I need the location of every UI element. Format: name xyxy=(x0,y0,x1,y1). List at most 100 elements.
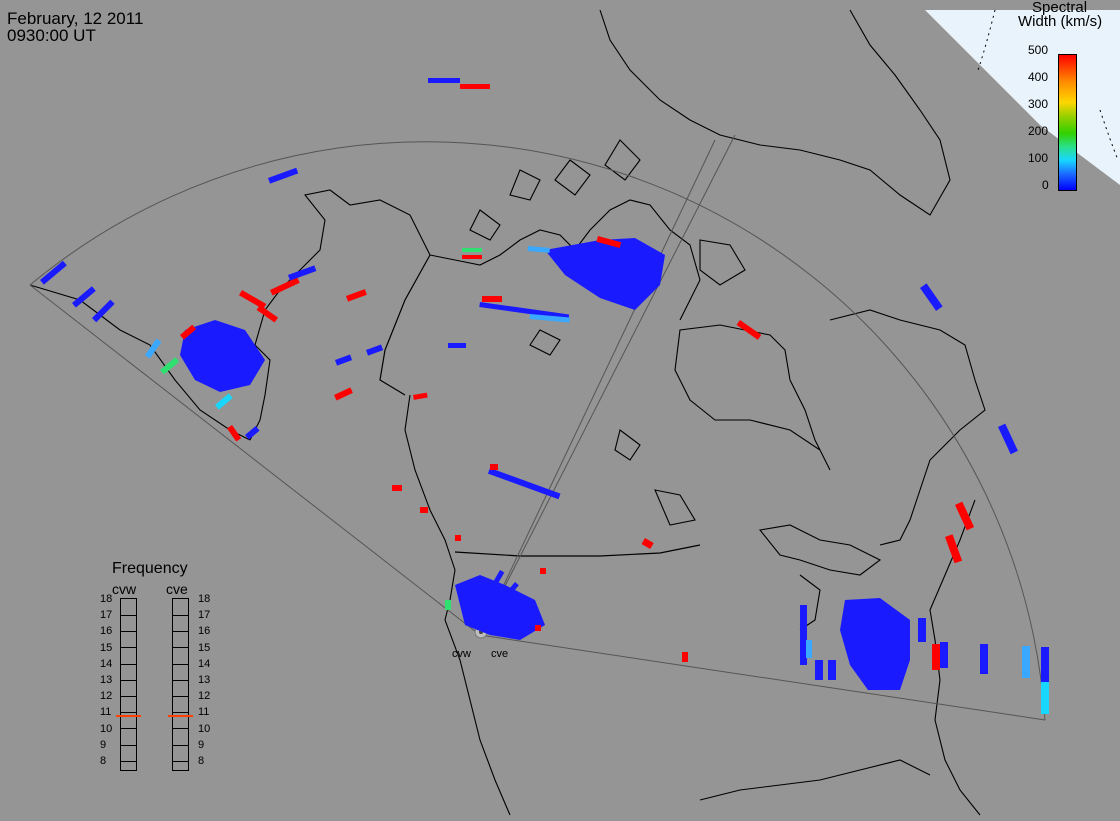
echo-cell xyxy=(815,660,823,680)
frequency-tick: 12 xyxy=(198,690,211,703)
hudson-bay xyxy=(674,324,831,471)
frequency-tick: 9 xyxy=(100,738,107,751)
echo-cell xyxy=(596,236,622,249)
scatter-echoes xyxy=(39,78,1049,714)
fields-of-view xyxy=(29,134,1046,721)
frequency-cell xyxy=(121,729,136,746)
frequency-tick: 9 xyxy=(198,738,205,751)
alaska-canada-border xyxy=(379,254,431,396)
boundaries xyxy=(379,254,701,557)
latitude-circle xyxy=(977,9,996,71)
colorbar-tick: 100 xyxy=(1028,151,1049,165)
echo-cell xyxy=(945,534,963,564)
echo-cell xyxy=(641,537,654,550)
frequency-cell xyxy=(121,745,136,762)
frequency-cell xyxy=(121,599,136,616)
frequency-tick: 13 xyxy=(198,674,211,686)
frequency-cell xyxy=(173,696,188,714)
latitude-circle xyxy=(1099,109,1119,161)
frequency-cell xyxy=(121,664,136,681)
echo-cell xyxy=(980,644,988,674)
echo-cell xyxy=(39,260,67,285)
frequency-cell xyxy=(173,631,188,649)
echo-cell xyxy=(334,387,353,401)
echo-cell xyxy=(392,485,402,491)
echo-cell xyxy=(682,652,688,662)
echo-cell xyxy=(92,299,115,323)
echo-cell xyxy=(245,426,260,440)
echo-cell xyxy=(180,324,197,340)
frequency-cell xyxy=(121,680,136,697)
echo-cell xyxy=(920,283,943,311)
echo-cell xyxy=(345,289,367,302)
frequency-tick: 10 xyxy=(198,722,211,735)
echo-cell xyxy=(445,600,451,610)
frequency-cell xyxy=(121,648,136,665)
frequency-cell xyxy=(173,615,188,633)
echo-cell xyxy=(420,507,428,513)
echo-cell xyxy=(428,78,460,83)
labrador-coast xyxy=(829,309,986,546)
echo-cell xyxy=(145,338,162,359)
echo-cell xyxy=(493,570,505,585)
echo-cell xyxy=(1022,646,1030,678)
title-time: 0930:00 UT xyxy=(7,26,96,45)
echo-cell xyxy=(940,642,948,668)
frequency-cell xyxy=(121,696,136,714)
echo-cell xyxy=(448,343,466,348)
frequency-cell xyxy=(173,648,188,665)
fov-beam-boundary xyxy=(479,134,736,636)
frequency-tick: 17 xyxy=(100,609,113,622)
polar-region xyxy=(925,10,1120,185)
title-date: February, 12 2011 xyxy=(7,9,144,28)
frequency-tick: 15 xyxy=(198,641,211,654)
colorbar-tick: 200 xyxy=(1028,124,1049,138)
echo-cell xyxy=(527,246,550,253)
frequency-cell xyxy=(173,745,188,762)
echo-cell xyxy=(460,84,490,89)
echo-cell xyxy=(479,302,570,320)
echo-cell xyxy=(413,392,428,400)
frequency-marker-cvw xyxy=(116,714,141,717)
frequency-cell xyxy=(173,680,188,697)
frequency-tick: 18 xyxy=(198,593,211,605)
echo-cell xyxy=(159,357,180,375)
frequency-scale-cve xyxy=(172,598,189,771)
echo-cell xyxy=(462,255,482,259)
echo-cell xyxy=(529,314,570,323)
greenland xyxy=(599,9,951,216)
echo-cell xyxy=(806,640,812,658)
echo-cell xyxy=(514,595,529,608)
frequency-title: Frequency xyxy=(112,560,188,577)
echo-cell xyxy=(487,468,561,500)
radar-label-cvw: cvw xyxy=(452,648,471,660)
echo-cell xyxy=(227,425,242,442)
frequency-tick: 13 xyxy=(100,674,113,686)
frequency-marker-cve xyxy=(168,714,193,717)
echo-cell xyxy=(335,354,353,366)
echo-cell xyxy=(932,644,940,670)
colorbar-tick: 400 xyxy=(1028,70,1049,84)
echo-cell xyxy=(215,393,233,410)
frequency-cell xyxy=(173,599,188,616)
colorbar-tick: 500 xyxy=(1028,43,1049,57)
us-canada-border xyxy=(454,544,701,557)
echo-cell xyxy=(462,248,482,252)
echo-cluster-near-range xyxy=(455,575,545,640)
echo-cell xyxy=(270,277,300,296)
frequency-tick: 11 xyxy=(198,706,210,719)
frequency-tick: 11 xyxy=(100,706,112,719)
echo-cell xyxy=(997,423,1018,455)
echo-cell xyxy=(828,660,836,680)
echo-cell xyxy=(535,625,541,631)
frequency-tick: 16 xyxy=(198,625,211,638)
frequency-tick: 8 xyxy=(198,755,205,767)
colorbar xyxy=(1058,54,1077,191)
echo-cell xyxy=(288,265,317,281)
coastlines xyxy=(29,9,986,816)
echo-cell xyxy=(268,167,299,184)
gulf-coast xyxy=(699,759,931,801)
echo-cell xyxy=(506,582,519,596)
frequency-cell xyxy=(173,729,188,746)
